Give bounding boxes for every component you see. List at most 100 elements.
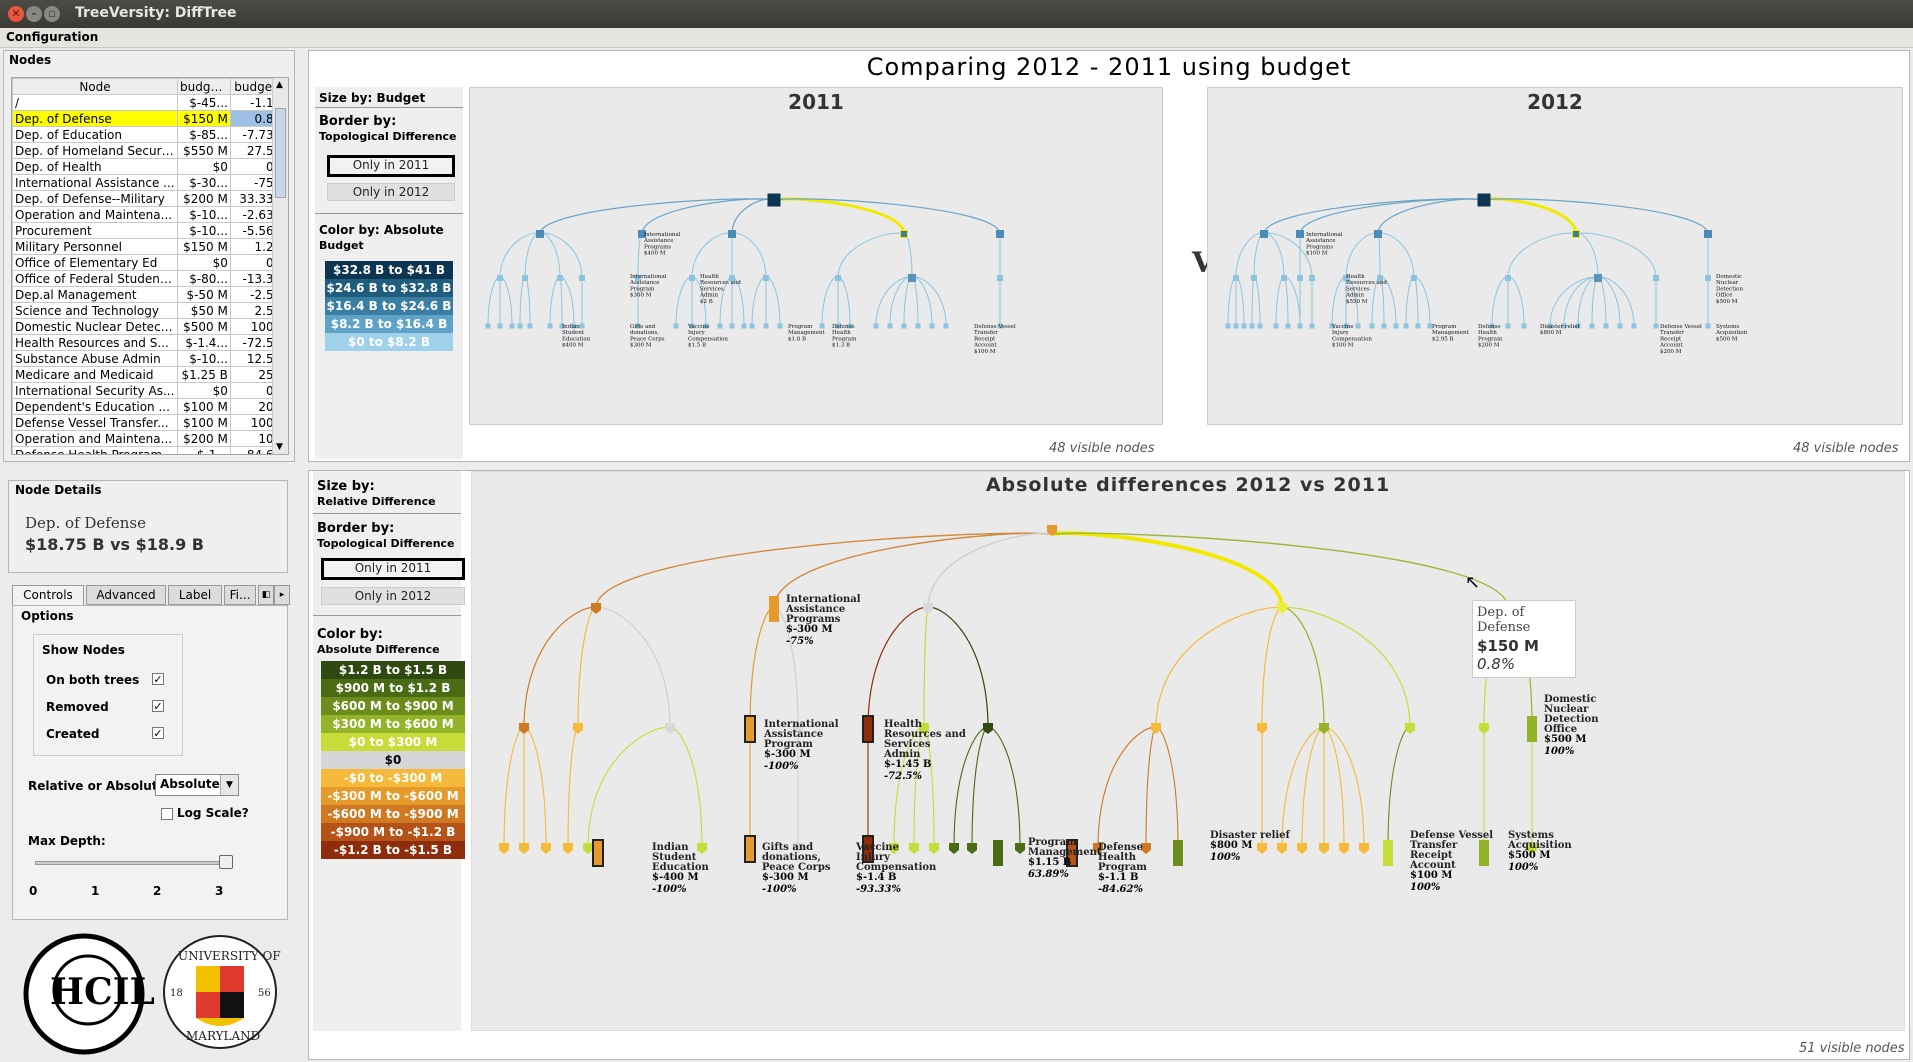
chevron-down-icon[interactable]: ▼	[220, 775, 238, 795]
menu-configuration[interactable]: Configuration	[6, 30, 99, 44]
table-row[interactable]: Dep. of Homeland Security $550 M 27.5%	[12, 142, 288, 159]
diff-node	[1527, 843, 1537, 854]
top-view-title: Comparing 2012 - 2011 using budget	[866, 53, 1352, 81]
tree-leaf	[673, 323, 679, 329]
table-row[interactable]: Science and Technology $50 M 2.5%	[12, 302, 288, 319]
node-name-cell: Defense Vessel Transfer...	[12, 414, 178, 431]
budget-diff-cell: $150 M	[177, 110, 231, 127]
budget-diff-cell: $50 M	[177, 302, 231, 319]
top-only-2012-button[interactable]: Only in 2012	[327, 183, 455, 201]
nodes-scrollbar[interactable]: ▲ ▼	[272, 78, 288, 454]
created-checkbox[interactable]: ✓	[152, 727, 164, 740]
table-row[interactable]: / $-45... -1.1%	[12, 94, 288, 111]
budget-diff-cell: $-1...	[177, 446, 231, 454]
tree-link	[953, 726, 989, 849]
year-2011-label: 2011	[788, 90, 844, 114]
maximize-icon[interactable]: ▫	[44, 6, 60, 22]
tree-leaf	[1241, 323, 1247, 329]
table-row[interactable]: Dep.al Management $-50 M -2.5%	[12, 286, 288, 303]
table-row[interactable]: Substance Abuse Admin $-10... 12.5%	[12, 350, 288, 367]
tree-2012-panel[interactable]: 2012 International Assistance Programs $100…	[1207, 87, 1903, 425]
tab-filter[interactable]: Fi...	[224, 585, 256, 605]
tree-link	[1227, 276, 1237, 327]
log-scale-checkbox[interactable]	[161, 808, 173, 820]
tab-label[interactable]: Label	[168, 585, 222, 605]
table-row[interactable]: Dep. of Education $-85... -7.73%	[12, 126, 288, 143]
node-label: Domestic Nuclear Detection Office $500 M	[1716, 274, 1743, 305]
tree-2011-panel[interactable]: 2011 Indian Student Education $400 M Interna…	[469, 87, 1163, 425]
table-row[interactable]: International Security As...$00%	[12, 382, 288, 399]
table-row[interactable]: Medicare and Medicaid$1.25 B25%	[12, 366, 288, 383]
tree-leaf	[929, 323, 935, 329]
table-row[interactable]: Domestic Nuclear Detect... $500 M 100%	[12, 318, 288, 335]
tree-2011[interactable]: Indian Student Education $400 M Internationa…	[470, 88, 1162, 424]
tree-link	[675, 276, 693, 327]
minimize-icon[interactable]: –	[26, 6, 42, 22]
tree-link	[1597, 276, 1607, 327]
max-depth-slider[interactable]	[35, 861, 227, 865]
diff-tree-panel[interactable]: Absolute differences 2012 vs 2011 Intern…	[471, 471, 1905, 1031]
tree-leaf	[915, 323, 921, 329]
close-icon[interactable]: ✕	[8, 6, 24, 22]
tree-leaf	[1415, 323, 1421, 329]
col-budget-diff[interactable]: budge...	[177, 78, 231, 95]
table-row[interactable]: Dependent's Education ...$100 M20%	[12, 398, 288, 415]
tree-leaf	[485, 323, 491, 329]
diff-tree[interactable]: International Assistance Programs$-300 M-7…	[472, 472, 1904, 1028]
diff-node-pct: -100%	[764, 761, 799, 772]
tree-link	[523, 726, 547, 849]
tree-link	[837, 232, 905, 279]
col-node[interactable]: Node	[12, 78, 178, 95]
rel-abs-select[interactable]: Absolute ▼	[155, 774, 239, 796]
tree-node	[1297, 275, 1303, 281]
table-row[interactable]: Defense Health Program $-1... -84.6...	[12, 446, 288, 454]
diff-node	[983, 723, 993, 734]
table-row[interactable]: Health Resources and S... $-1.4... -72.5%	[12, 334, 288, 351]
diff-node-label: Disaster relief	[1210, 830, 1291, 841]
tab-scroll-left-icon[interactable]: ◧	[258, 585, 274, 605]
node-name-cell: Operation and Maintena...	[12, 206, 178, 223]
table-row[interactable]: Dep. of Defense $150 M 0.8%	[12, 110, 288, 127]
tree-leaf	[509, 323, 515, 329]
table-row[interactable]: International Assistance ... $-30... -75%	[12, 174, 288, 191]
table-row[interactable]: Military Personnel $150 M 1.2%	[12, 238, 288, 255]
tree-link	[1483, 197, 1578, 235]
umd-seal: UNIVERSITY OF MARYLAND 18 56	[163, 935, 281, 1049]
scroll-down-icon[interactable]: ▼	[276, 442, 283, 452]
scroll-thumb[interactable]	[275, 108, 286, 198]
diff-node-label: Program Management	[1028, 837, 1102, 858]
scroll-up-icon[interactable]: ▲	[276, 80, 283, 90]
diff-node-value: $-1.45 B	[884, 759, 931, 770]
tab-scroll-right-icon[interactable]: ▸	[274, 585, 290, 605]
tab-advanced[interactable]: Advanced	[86, 585, 166, 605]
table-row[interactable]: Office of Federal Student... $-80... -13.3…	[12, 270, 288, 287]
diff-node-value: $100 M	[1410, 870, 1452, 881]
bottom-only-2012-button[interactable]: Only in 2012	[321, 587, 465, 605]
diff-node	[1257, 723, 1267, 734]
table-row[interactable]: Procurement $-10... -5.56%	[12, 222, 288, 239]
slider-handle[interactable]	[219, 855, 233, 869]
table-row[interactable]: Defense Vessel Transfer... $100 M 100%	[12, 414, 288, 431]
top-only-2011-button[interactable]: Only in 2011	[327, 155, 455, 177]
tree-leaf	[1427, 323, 1433, 329]
tab-controls[interactable]: Controls	[12, 585, 84, 605]
diff-node	[1479, 840, 1489, 866]
tree-link	[1575, 232, 1657, 279]
table-row[interactable]: Dep. of Defense--Military $200 M 33.33%	[12, 190, 288, 207]
table-row[interactable]: Operation and Maintena... $-10... -2.63%	[12, 206, 288, 223]
bottom-color-by: Color by:	[317, 627, 383, 642]
table-row[interactable]: Dep. of Health$00%	[12, 158, 288, 175]
table-row[interactable]: Office of Elementary Ed$00%	[12, 254, 288, 271]
bottom-only-2011-button[interactable]: Only in 2011	[321, 558, 465, 580]
table-row[interactable]: Operation and Maintena...$200 M10%	[12, 430, 288, 447]
created-label: Created	[46, 727, 100, 741]
nodes-table[interactable]: Node budge... budge... / $-45... -1.1% Dep.…	[11, 77, 289, 455]
removed-checkbox[interactable]: ✓	[152, 700, 164, 713]
tree-link	[539, 198, 775, 235]
legend-item: $0 to $300 M	[321, 733, 465, 751]
node-label: Health Resources and Services Admin $2 B	[699, 274, 741, 305]
legend-item: -$300 M to -$600 M	[321, 787, 465, 805]
tree-leaf	[1343, 323, 1349, 329]
on-both-checkbox[interactable]: ✓	[152, 673, 164, 686]
tree-2012[interactable]: International Assistance Programs $100 MHea…	[1208, 88, 1902, 424]
